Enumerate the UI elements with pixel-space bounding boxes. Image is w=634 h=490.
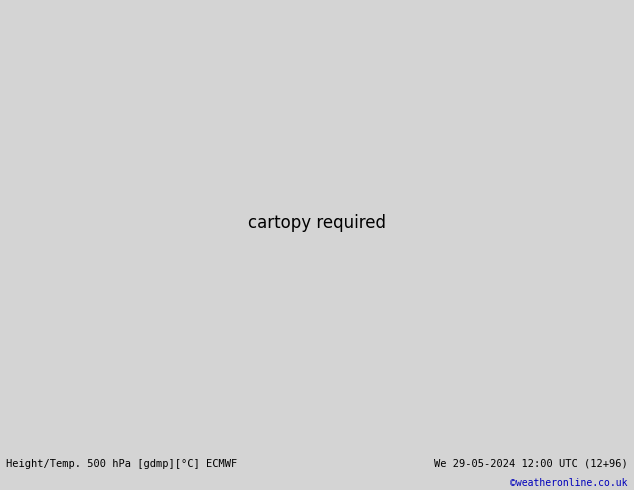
Text: Height/Temp. 500 hPa [gdmp][°C] ECMWF: Height/Temp. 500 hPa [gdmp][°C] ECMWF	[6, 459, 238, 468]
Text: cartopy required: cartopy required	[248, 214, 386, 232]
Text: ©weatheronline.co.uk: ©weatheronline.co.uk	[510, 478, 628, 489]
Text: We 29-05-2024 12:00 UTC (12+96): We 29-05-2024 12:00 UTC (12+96)	[434, 459, 628, 468]
